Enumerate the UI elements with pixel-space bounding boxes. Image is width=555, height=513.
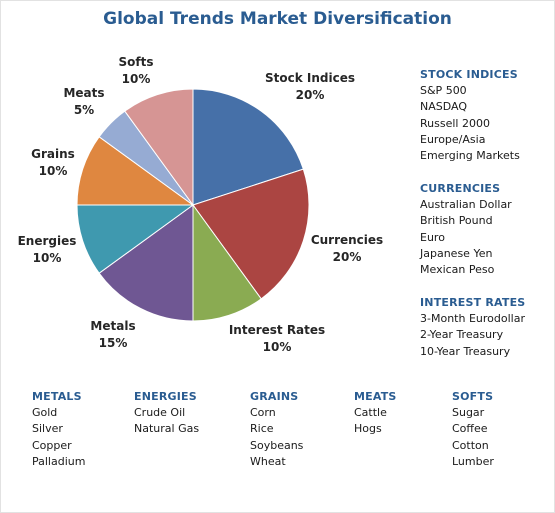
slice-name: Stock Indices (265, 71, 355, 85)
legend-item: Euro (420, 230, 445, 244)
legend-item: Rice (250, 422, 274, 436)
legend-group-title: METALS (32, 390, 82, 403)
slice-label-softs: Softs 10% (119, 54, 154, 88)
slice-percent: 10% (32, 251, 62, 265)
legend-item: Emerging Markets (420, 149, 520, 163)
slice-name: Meats (63, 86, 105, 100)
legend-item: Japanese Yen (420, 246, 493, 260)
legend-item: Hogs (354, 422, 382, 436)
slice-label-meats: Meats 5% (63, 85, 104, 119)
slice-label-grains: Grains 10% (31, 146, 75, 180)
legend-item: NASDAQ (420, 100, 468, 114)
pie-slice-stock-indices (192, 88, 304, 206)
legend-item: Europe/Asia (420, 132, 486, 146)
legend-item: Natural Gas (134, 422, 200, 436)
legend-item: Cattle (354, 406, 387, 419)
slice-name: Metals (90, 319, 136, 333)
slice-label-metals: Metals 15% (90, 318, 135, 352)
slice-percent: 10% (262, 340, 292, 354)
legend-group-meats: MEATS Cattle Hogs (354, 390, 397, 438)
legend-group-softs: SOFTS Sugar Coffee Cotton Lumber (452, 390, 494, 470)
slice-label-currencies: Currencies 20% (311, 232, 383, 266)
slice-percent: 5% (73, 103, 95, 117)
legend-group-currencies: CURRENCIES Australian Dollar British Pound… (420, 182, 512, 278)
legend-group-grains: GRAINS Corn Rice Soybeans Wheat (250, 390, 303, 470)
pie-slice-energies (76, 204, 195, 274)
legend-item: Wheat (250, 454, 286, 468)
legend-group-title: GRAINS (250, 390, 299, 403)
pie-slice-softs (124, 88, 194, 207)
slice-name: Grains (31, 147, 75, 161)
legend-group-interest-rates: INTEREST RATES 3-Month Eurodollar 2-Year T… (420, 296, 525, 360)
legend-item: Palladium (32, 454, 86, 468)
legend-item: 3-Month Eurodollar (420, 312, 525, 325)
legend-item: Gold (32, 406, 58, 419)
slice-percent: 10% (121, 72, 151, 86)
legend-group-title: SOFTS (452, 390, 494, 403)
slice-name: Energies (17, 234, 77, 248)
legend-item: 10-Year Treasury (420, 344, 511, 358)
legend-item: Mexican Peso (420, 263, 495, 277)
legend-item: Copper (32, 438, 72, 452)
legend-group-title: STOCK INDICES (420, 68, 518, 81)
legend-item: Lumber (452, 454, 494, 468)
slice-percent: 20% (332, 250, 362, 264)
slice-label-energies: Energies 10% (18, 233, 77, 267)
legend-group-energies: ENERGIES Crude Oil Natural Gas (134, 390, 199, 438)
legend-group-title: MEATS (354, 390, 397, 403)
slice-name: Interest Rates (228, 323, 326, 337)
legend-item: Australian Dollar (420, 198, 512, 211)
legend-item: Silver (32, 422, 63, 436)
legend-group-title: ENERGIES (134, 390, 197, 403)
legend-item: British Pound (420, 214, 493, 228)
slice-percent: 10% (38, 164, 68, 178)
legend-item: Cotton (452, 438, 489, 452)
slice-label-stock-indices: Stock Indices 20% (265, 70, 355, 104)
legend-item: 2-Year Treasury (420, 328, 504, 342)
chart-title: Global Trends Market Diversification (103, 9, 452, 29)
slice-name: Softs (118, 55, 154, 69)
legend-group-title: CURRENCIES (420, 182, 501, 195)
legend-item: S&P 500 (420, 84, 467, 97)
pie-slice-grains (76, 136, 195, 206)
legend-group-title: INTEREST RATES (420, 296, 526, 309)
slice-percent: 20% (295, 88, 325, 102)
pie-slice-metals (98, 204, 194, 322)
pie-slice-interest-rates (192, 203, 262, 322)
legend-item: Russell 2000 (420, 116, 490, 130)
legend-group-stock-indices: STOCK INDICES S&P 500 NASDAQ Russell 2000 Eu… (420, 68, 520, 164)
slice-label-interest-rates: Interest Rates 10% (229, 322, 325, 356)
legend-group-metals: METALS Gold Silver Copper Palladium (32, 390, 85, 470)
pie-slice-currencies (192, 168, 310, 300)
legend-item: Soybeans (250, 438, 304, 452)
legend-item: Coffee (452, 422, 488, 436)
legend-item: Sugar (452, 406, 485, 419)
slice-name: Currencies (310, 233, 384, 247)
slice-percent: 15% (98, 336, 128, 350)
legend-item: Corn (250, 406, 276, 419)
legend-item: Crude Oil (134, 406, 186, 419)
